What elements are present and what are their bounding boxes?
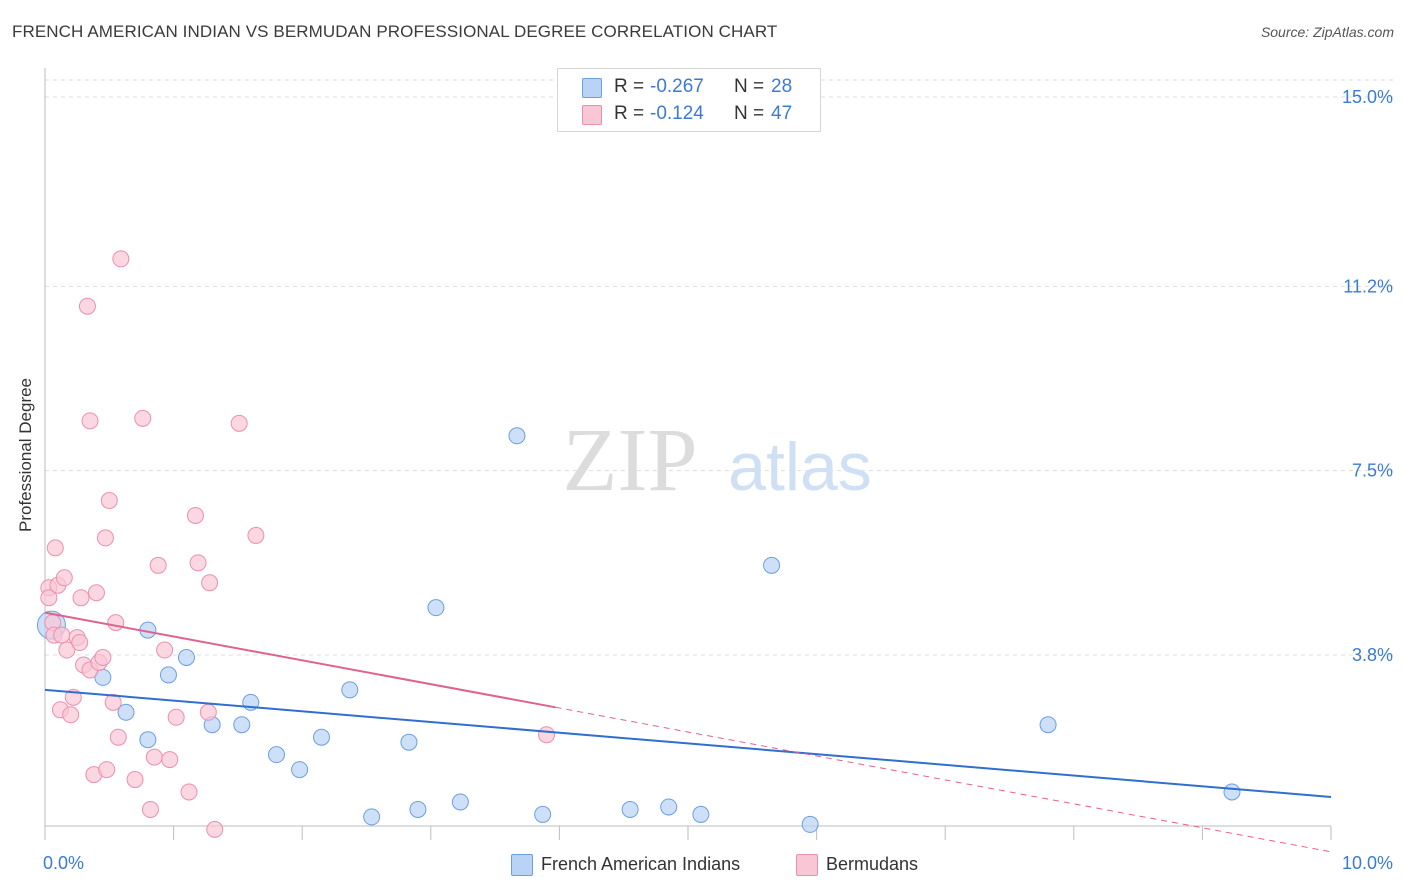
legend-swatch-pink bbox=[796, 854, 818, 876]
data-point-french-american-indians bbox=[400, 733, 418, 751]
correlation-legend: R = -0.267 N = 28 R = -0.124 N = 47 bbox=[557, 68, 821, 132]
data-point-bermudans bbox=[206, 820, 224, 838]
y-tick-label: 7.5% bbox=[1352, 461, 1393, 481]
data-point-french-american-indians bbox=[363, 808, 381, 826]
data-point-bermudans bbox=[72, 589, 90, 607]
r-label: R = bbox=[614, 76, 645, 97]
data-point-french-american-indians bbox=[692, 805, 710, 823]
data-point-french-american-indians bbox=[660, 798, 678, 816]
data-point-bermudans bbox=[247, 526, 265, 544]
data-point-bermudans bbox=[538, 726, 556, 744]
data-point-bermudans bbox=[186, 507, 204, 524]
data-point-bermudans bbox=[149, 556, 167, 574]
legend-swatch-blue bbox=[511, 854, 533, 876]
n-label: N = bbox=[734, 103, 765, 124]
y-tick-label: 11.2% bbox=[1343, 276, 1393, 296]
data-point-bermudans bbox=[94, 648, 112, 666]
data-point-bermudans bbox=[98, 761, 116, 779]
legend-label: Bermudans bbox=[826, 854, 919, 874]
data-point-bermudans bbox=[104, 693, 122, 711]
data-point-bermudans bbox=[201, 574, 219, 592]
data-point-french-american-indians bbox=[1039, 716, 1057, 734]
watermark-atlas: atlas bbox=[728, 429, 872, 505]
y-tick-label: 3.8% bbox=[1352, 645, 1393, 665]
data-point-bermudans bbox=[78, 297, 96, 315]
data-point-bermudans bbox=[53, 626, 71, 644]
data-point-bermudans bbox=[145, 748, 163, 766]
chart-title: FRENCH AMERICAN INDIAN VS BERMUDAN PROFE… bbox=[12, 22, 778, 41]
data-point-bermudans bbox=[109, 728, 127, 746]
data-point-bermudans bbox=[40, 589, 58, 607]
data-point-bermudans bbox=[62, 706, 80, 724]
data-point-french-american-indians bbox=[312, 728, 330, 746]
axes bbox=[44, 68, 1332, 840]
legend-swatch-blue bbox=[582, 78, 602, 98]
source-credit: Source: ZipAtlas.com bbox=[1260, 24, 1394, 40]
trend-line-bermudans bbox=[44, 611, 556, 709]
data-point-bermudans bbox=[230, 414, 248, 432]
data-point-bermudans bbox=[180, 783, 198, 801]
tick-labels: 3.8% 7.5% 11.2% 15.0% 0.0% 10.0% bbox=[43, 87, 1393, 873]
trend-lines bbox=[44, 611, 1332, 853]
data-point-french-american-indians bbox=[801, 815, 819, 833]
data-point-bermudans bbox=[141, 800, 159, 818]
data-point-french-american-indians bbox=[291, 761, 309, 779]
data-point-bermudans bbox=[55, 569, 73, 587]
data-point-french-american-indians bbox=[508, 427, 526, 445]
n-label: N = bbox=[734, 76, 765, 97]
data-point-french-american-indians bbox=[534, 805, 552, 823]
data-point-bermudans bbox=[189, 554, 207, 572]
data-points bbox=[36, 250, 1241, 838]
watermark-zip: ZIP bbox=[563, 411, 698, 510]
data-point-french-american-indians bbox=[267, 746, 285, 764]
data-point-bermudans bbox=[156, 641, 174, 659]
data-point-french-american-indians bbox=[117, 703, 135, 721]
data-point-french-american-indians bbox=[1223, 783, 1241, 801]
r-label: R = bbox=[614, 103, 645, 124]
data-point-bermudans bbox=[96, 529, 114, 547]
data-point-bermudans bbox=[134, 409, 152, 427]
x-tick-label: 0.0% bbox=[43, 853, 84, 873]
trend-line-french-american-indians bbox=[44, 688, 1332, 798]
r-value: -0.267 bbox=[650, 76, 704, 97]
data-point-french-american-indians bbox=[177, 648, 195, 666]
data-point-bermudans bbox=[112, 250, 130, 268]
n-value: 28 bbox=[771, 76, 793, 97]
legend-swatch-pink bbox=[582, 105, 602, 125]
data-point-french-american-indians bbox=[451, 793, 469, 811]
y-tick-label: 15.0% bbox=[1342, 87, 1393, 107]
data-point-bermudans bbox=[161, 751, 179, 769]
data-point-bermudans bbox=[71, 634, 89, 652]
data-point-bermudans bbox=[126, 771, 144, 789]
gridlines bbox=[45, 79, 1395, 656]
data-point-french-american-indians bbox=[233, 716, 251, 734]
x-tick-label: 10.0% bbox=[1342, 853, 1393, 873]
legend-label: French American Indians bbox=[541, 854, 741, 874]
data-point-bermudans bbox=[58, 641, 76, 659]
data-point-bermudans bbox=[199, 703, 217, 721]
data-point-french-american-indians bbox=[621, 800, 639, 818]
n-value: 47 bbox=[771, 103, 793, 124]
data-point-french-american-indians bbox=[763, 556, 781, 574]
data-point-french-american-indians bbox=[409, 800, 427, 818]
data-point-bermudans bbox=[87, 584, 105, 602]
data-point-french-american-indians bbox=[427, 599, 445, 617]
data-point-bermudans bbox=[81, 412, 99, 430]
trend-line-bermudans-extension bbox=[555, 706, 1332, 853]
data-point-french-american-indians bbox=[159, 666, 177, 684]
data-point-bermudans bbox=[46, 539, 64, 557]
data-point-french-american-indians bbox=[341, 681, 359, 699]
r-value: -0.124 bbox=[650, 103, 704, 124]
data-point-bermudans bbox=[100, 492, 118, 510]
data-point-bermudans bbox=[107, 614, 125, 632]
data-point-bermudans bbox=[167, 708, 185, 726]
watermark: ZIP atlas bbox=[563, 411, 872, 510]
data-point-french-american-indians bbox=[139, 731, 157, 749]
